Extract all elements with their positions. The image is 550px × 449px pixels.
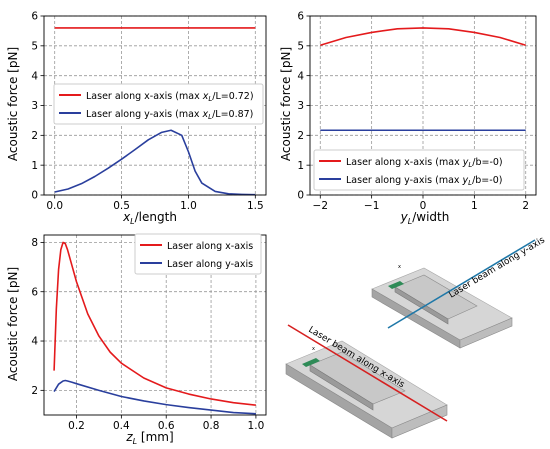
y-tick-label: 0 bbox=[31, 190, 38, 202]
series-line-laser-x bbox=[320, 27, 526, 47]
beam-block-side bbox=[309, 364, 374, 411]
x-tick-label: 1.0 bbox=[248, 420, 265, 432]
x-axis-label-rest: [mm] bbox=[137, 430, 174, 444]
x-tick-label: 0.6 bbox=[158, 420, 175, 432]
x-axis-label-var: x bbox=[122, 210, 131, 224]
x-tick-label: 0.5 bbox=[113, 200, 130, 212]
chip-upper: Laser beam along y-axis x bbox=[371, 235, 547, 349]
legend-box bbox=[134, 233, 262, 275]
legend-label: Laser along y-axis (max xL/L=0.87) bbox=[86, 109, 253, 121]
x-tick-label: 1.0 bbox=[180, 200, 197, 212]
legend: Laser along x-axis (max yL/b=-0) Laser a… bbox=[313, 149, 525, 191]
y-tick-label: 1 bbox=[31, 160, 38, 172]
series-line-laser-y bbox=[54, 129, 256, 196]
x-tick-label: 2 bbox=[522, 200, 529, 212]
legend-box bbox=[313, 149, 525, 191]
x-tick-label: −2 bbox=[313, 200, 328, 212]
x-tick-label: 1 bbox=[471, 200, 478, 212]
y-tick-label: 6 bbox=[31, 11, 38, 23]
legend: Laser along x-axis Laser along y-axis bbox=[134, 233, 262, 275]
x-axis-label-sub: L bbox=[130, 217, 134, 226]
legend-box bbox=[53, 83, 264, 125]
y-tick-label: 5 bbox=[31, 40, 38, 52]
marker-small: x bbox=[312, 346, 315, 352]
legend-label: Laser along y-axis bbox=[167, 259, 253, 270]
y-tick-label: 4 bbox=[31, 70, 38, 82]
y-tick-label: 3 bbox=[31, 100, 38, 112]
x-axis-label-rest: /length bbox=[135, 210, 177, 224]
x-tick-label: 0 bbox=[420, 200, 427, 212]
x-axis-label-sub: L bbox=[133, 437, 137, 446]
x-axis-label: zL [mm] bbox=[125, 430, 173, 446]
y-axis-label: Acoustic force [pN] bbox=[279, 47, 293, 161]
y-tick-label: 2 bbox=[297, 130, 304, 142]
x-tick-label: 0.2 bbox=[68, 420, 85, 432]
laser-beam-x bbox=[287, 324, 448, 422]
series-line-laser-x bbox=[53, 241, 256, 406]
y-axis-label: Acoustic force [pN] bbox=[6, 47, 20, 161]
chip-lower: Laser beam along x-axis x bbox=[285, 324, 448, 439]
y-tick-label: 6 bbox=[31, 286, 38, 298]
substrate-front bbox=[459, 317, 513, 349]
x-tick-label: 0.0 bbox=[46, 200, 63, 212]
x-tick-label: 0.8 bbox=[203, 420, 220, 432]
chart-panel-y-position: −2 −1 0 1 2 0 1 2 3 4 5 6 Acoustic force [pN] yL/wi… bbox=[279, 11, 537, 226]
y-tick-label: 4 bbox=[297, 70, 304, 82]
y-tick-label: 8 bbox=[31, 237, 38, 249]
y-tick-label: 5 bbox=[297, 40, 304, 52]
x-tick-label: 0.4 bbox=[113, 420, 130, 432]
beam-y-label: Laser beam along y-axis bbox=[447, 235, 547, 300]
x-axis-label: yL/width bbox=[400, 210, 450, 226]
device-illustration: Laser beam along y-axis x Laser beam alo… bbox=[285, 235, 547, 439]
x-tick-label: −1 bbox=[364, 200, 379, 212]
legend-label: Laser along x-axis bbox=[167, 241, 253, 252]
x-axis-label: xL/length bbox=[122, 210, 177, 226]
legend: Laser along x-axis (max xL/L=0.72) Laser… bbox=[53, 83, 264, 125]
y-tick-label: 1 bbox=[297, 160, 304, 172]
legend-label: Laser along x-axis (max yL/b=-0) bbox=[346, 157, 503, 169]
electrode-green bbox=[388, 281, 404, 289]
y-tick-label: 6 bbox=[297, 11, 304, 23]
y-tick-label: 3 bbox=[297, 100, 304, 112]
x-axis-label-sub: L bbox=[408, 217, 412, 226]
x-tick-label: 1.5 bbox=[247, 200, 264, 212]
y-tick-label: 4 bbox=[31, 336, 38, 348]
marker-small: x bbox=[398, 264, 401, 270]
x-axis-label-var: y bbox=[400, 210, 409, 224]
y-axis-label: Acoustic force [pN] bbox=[6, 267, 20, 381]
y-tick-label: 0 bbox=[297, 190, 304, 202]
y-tick-label: 2 bbox=[31, 130, 38, 142]
x-axis-label-var: z bbox=[125, 430, 133, 444]
series-line-laser-y bbox=[53, 379, 256, 415]
legend-label: Laser along y-axis (max yL/b=-0) bbox=[346, 175, 502, 187]
beam-block-side bbox=[394, 286, 449, 325]
x-axis-label-rest: /width bbox=[412, 210, 449, 224]
y-tick-label: 2 bbox=[31, 385, 38, 397]
electrode-green bbox=[302, 358, 320, 367]
legend-label: Laser along x-axis (max xL/L=0.72) bbox=[86, 91, 254, 103]
laser-beam-y bbox=[387, 239, 536, 329]
